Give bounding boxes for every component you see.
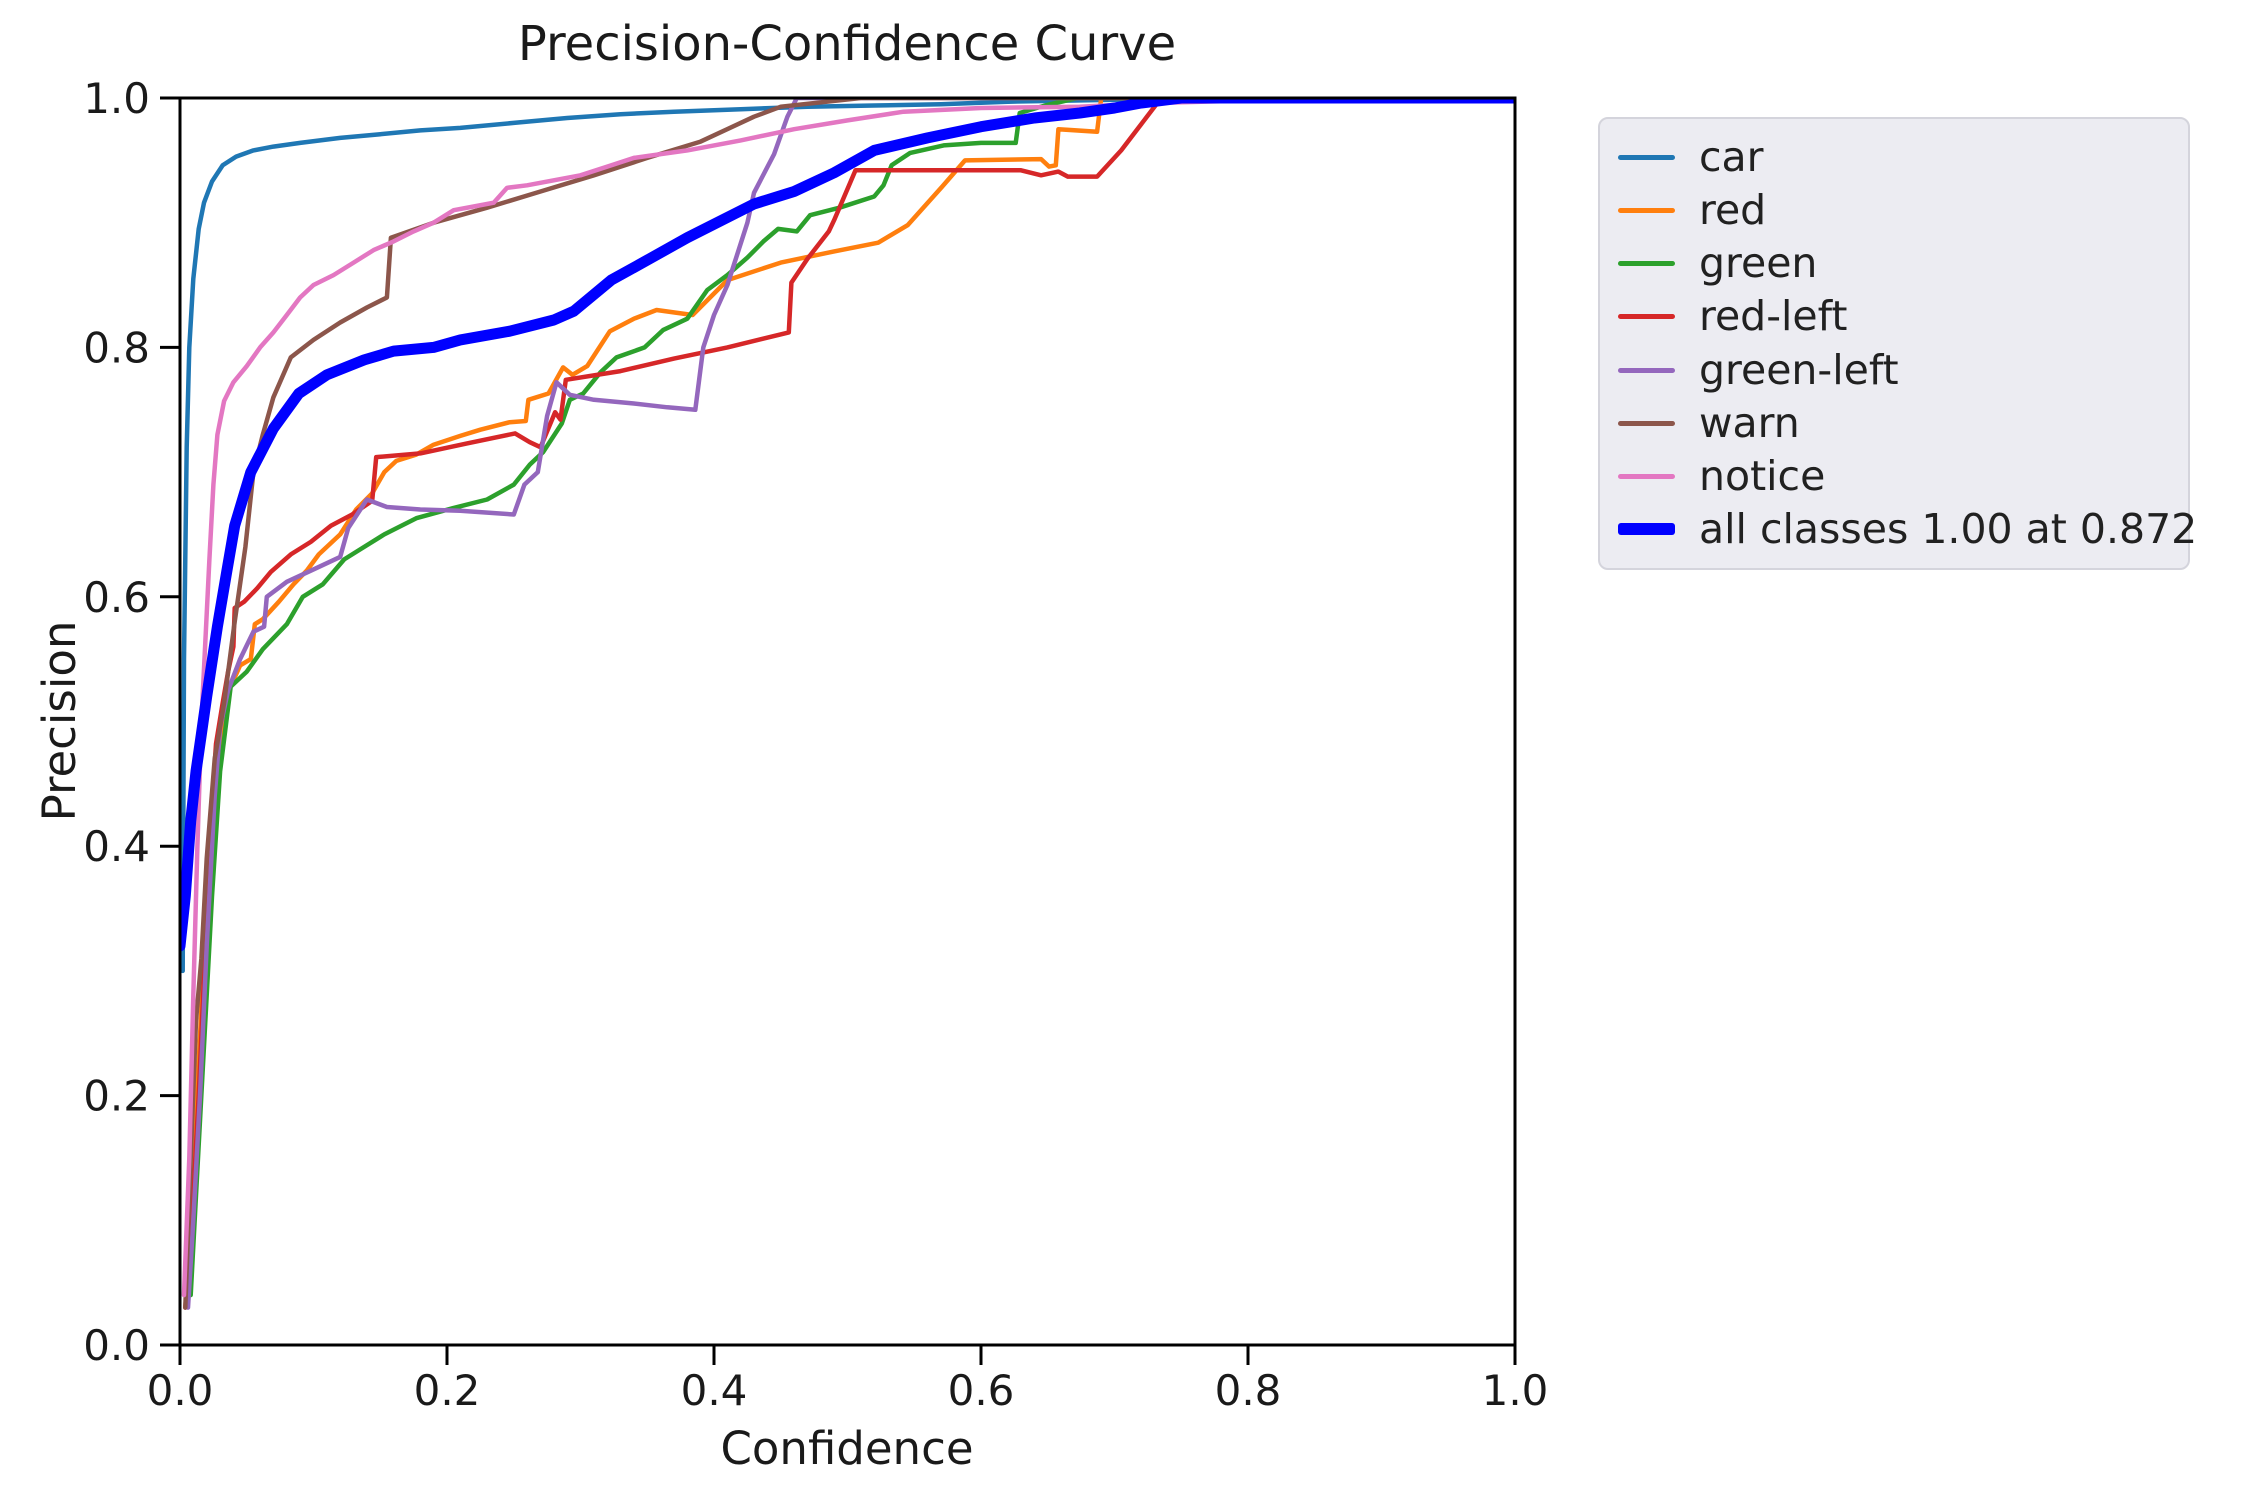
- legend-item-all-classes-1-00-at-0-872: all classes 1.00 at 0.872: [1618, 508, 2197, 550]
- legend-label: green-left: [1699, 345, 1899, 394]
- chart-title: Precision-Confidence Curve: [518, 16, 1176, 72]
- legend-label: all classes 1.00 at 0.872: [1699, 504, 2198, 553]
- x-tick-label: 0.0: [147, 1366, 214, 1415]
- y-tick-label: 0.8: [83, 323, 150, 372]
- legend-label: notice: [1699, 451, 1826, 500]
- legend-item-car: car: [1618, 137, 2170, 178]
- curves-layer: [180, 98, 1515, 1310]
- legend-line-swatch: [1618, 367, 1675, 373]
- y-tick-label: 0.4: [83, 822, 150, 871]
- legend-item-green: green: [1618, 243, 2170, 284]
- legend-item-warn: warn: [1618, 398, 2170, 447]
- legend-label: car: [1699, 133, 1764, 182]
- legend-label: warn: [1699, 398, 1800, 447]
- y-tick-label: 0.2: [83, 1072, 150, 1121]
- x-tick-label: 0.4: [681, 1366, 748, 1415]
- legend-item-red: red: [1618, 190, 2170, 231]
- legend-line-swatch: [1618, 155, 1675, 161]
- legend-line-swatch: [1618, 473, 1675, 479]
- x-tick-label: 1.0: [1482, 1366, 1549, 1415]
- legend-line-swatch: [1618, 261, 1675, 267]
- x-tick-label: 0.2: [414, 1366, 481, 1415]
- y-tick-label: 0.6: [83, 573, 150, 622]
- axes-border: [178, 96, 1517, 1347]
- series-line-car: [180, 98, 1515, 974]
- legend-line-swatch: [1618, 523, 1675, 536]
- legend-box: car red green red-left green-left warn notice a…: [1598, 117, 2197, 570]
- x-axis-label: Confidence: [720, 1422, 973, 1475]
- x-tick-label: 0.8: [1215, 1366, 1282, 1415]
- legend-item-notice: notice: [1618, 451, 2170, 500]
- y-tick-label: 1.0: [83, 74, 150, 123]
- legend-item-red-left: red-left: [1618, 296, 2170, 337]
- y-tick-label: 0.0: [83, 1321, 150, 1370]
- legend-label: green: [1699, 239, 1818, 288]
- legend-label: red: [1699, 186, 1767, 235]
- series-line-all-classes-1-00-at-0-872: [180, 98, 1515, 952]
- legend-line-swatch: [1618, 208, 1675, 214]
- series-line-warn: [183, 98, 1515, 1310]
- series-line-notice: [181, 98, 1515, 1298]
- legend-line-swatch: [1618, 314, 1675, 320]
- series-line-red-left: [183, 98, 1515, 1310]
- series-line-green-left: [185, 98, 1515, 1310]
- y-axis-label: Precision: [33, 621, 86, 822]
- legend-label: red-left: [1699, 292, 1848, 341]
- x-tick-label: 0.6: [948, 1366, 1015, 1415]
- legend-item-green-left: green-left: [1618, 345, 2170, 394]
- legend-line-swatch: [1618, 420, 1675, 426]
- series-line-red: [184, 98, 1515, 1298]
- axis-ticks: 0.0 0.2 0.4 0.6 0.8 1.0 0.0 0.2 0.4 0.6 0.8 1.0: [83, 74, 1548, 1415]
